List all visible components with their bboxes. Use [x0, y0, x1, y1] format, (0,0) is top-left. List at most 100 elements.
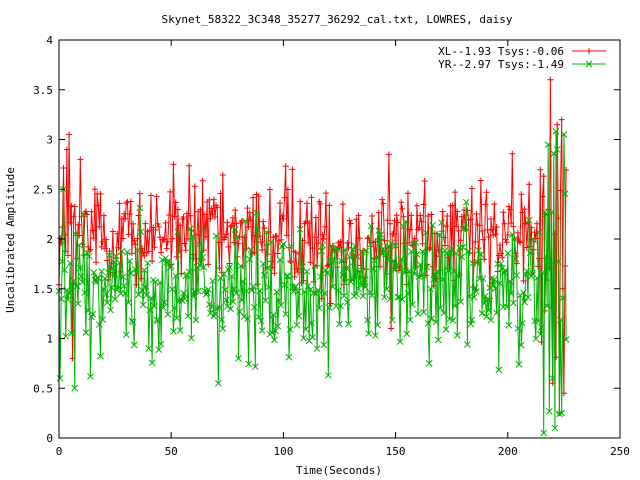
data-point — [340, 292, 348, 300]
data-point — [473, 210, 480, 217]
data-point — [505, 321, 513, 329]
data-point — [508, 220, 515, 227]
data-point — [154, 220, 161, 227]
data-point — [403, 330, 411, 338]
data-point — [337, 302, 344, 310]
data-point — [374, 321, 382, 329]
data-point — [514, 325, 522, 332]
data-point — [109, 228, 116, 235]
data-point — [474, 258, 481, 266]
data-point — [171, 213, 178, 220]
data-point — [452, 189, 459, 196]
data-point — [477, 251, 485, 258]
data-point — [485, 234, 492, 241]
data-point — [238, 296, 246, 304]
data-point — [214, 204, 221, 211]
data-point — [187, 212, 194, 219]
data-point — [241, 234, 248, 241]
data-point — [136, 204, 144, 212]
data-point — [484, 227, 491, 234]
data-point — [277, 200, 284, 207]
data-point — [401, 240, 408, 247]
data-point — [213, 305, 221, 312]
data-point — [502, 236, 509, 243]
data-point — [428, 211, 435, 218]
y-tick-label: 2 — [46, 233, 53, 246]
data-point — [394, 219, 401, 226]
data-point — [381, 237, 388, 244]
data-point — [293, 321, 301, 329]
data-point — [269, 264, 276, 271]
data-point — [304, 282, 312, 290]
data-point — [303, 200, 310, 207]
data-point — [462, 198, 470, 206]
data-point — [176, 248, 183, 255]
data-point — [453, 331, 461, 339]
data-point — [339, 271, 347, 279]
data-point — [346, 253, 353, 261]
data-point — [419, 240, 426, 247]
data-point — [232, 289, 240, 297]
data-point — [398, 295, 406, 303]
data-point — [525, 216, 533, 224]
data-point — [346, 217, 353, 224]
data-point — [106, 251, 113, 259]
data-point — [128, 250, 135, 257]
data-point — [557, 316, 564, 324]
data-point — [436, 231, 443, 239]
data-point — [131, 237, 138, 244]
data-point — [475, 247, 482, 254]
data-point — [66, 131, 73, 138]
data-point — [471, 284, 479, 292]
data-point — [344, 239, 351, 246]
data-point — [147, 294, 155, 302]
data-point — [312, 290, 320, 297]
data-point — [194, 287, 202, 295]
data-point — [385, 243, 393, 251]
data-point — [493, 309, 500, 317]
data-point — [98, 243, 105, 250]
data-point — [467, 216, 474, 223]
data-point — [388, 325, 395, 332]
data-point — [326, 304, 333, 312]
data-point — [401, 269, 408, 277]
y-tick-label: 1 — [46, 333, 53, 346]
data-point — [184, 312, 192, 320]
data-point — [183, 210, 190, 217]
data-point — [240, 313, 248, 320]
data-point — [221, 286, 229, 294]
data-point — [548, 303, 555, 310]
data-point — [521, 298, 528, 306]
data-point — [208, 205, 215, 212]
data-point — [470, 293, 478, 301]
data-point — [437, 304, 444, 312]
data-point — [473, 288, 480, 295]
data-point — [125, 231, 132, 238]
data-point — [176, 327, 184, 334]
data-point — [490, 275, 498, 283]
data-point — [279, 212, 286, 219]
data-point — [273, 288, 281, 296]
data-point — [424, 320, 432, 327]
data-point — [300, 277, 307, 284]
data-point — [400, 223, 407, 231]
data-point — [127, 198, 134, 205]
data-point — [319, 231, 326, 238]
data-point — [443, 223, 450, 230]
data-point — [544, 141, 552, 148]
data-point — [108, 284, 116, 291]
data-point — [387, 239, 395, 247]
data-point — [509, 150, 516, 157]
data-point — [385, 151, 392, 158]
data-point — [67, 219, 74, 226]
data-point — [323, 190, 330, 197]
data-point — [229, 298, 237, 306]
data-point — [396, 338, 404, 345]
data-point — [405, 268, 413, 275]
data-point — [80, 252, 87, 259]
data-point — [295, 312, 303, 320]
data-point — [244, 315, 251, 323]
data-point — [224, 219, 231, 226]
data-point — [376, 263, 383, 270]
data-point — [109, 264, 117, 272]
